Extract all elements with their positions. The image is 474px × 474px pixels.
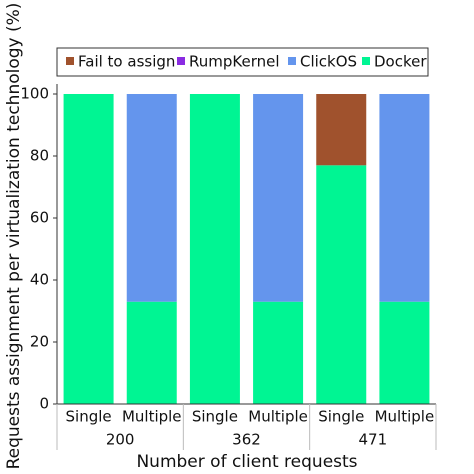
bar-segment — [126, 301, 177, 404]
y-tick-label: 40 — [30, 271, 49, 289]
y-tick-label: 20 — [30, 333, 49, 351]
y-tick-label: 60 — [30, 209, 49, 227]
y-tick-label: 80 — [30, 147, 49, 165]
bar-segment — [316, 94, 367, 166]
bar-segment — [253, 94, 304, 302]
bar-segment — [126, 94, 177, 302]
legend-label: RumpKernel — [189, 53, 280, 71]
legend-label: Docker — [374, 53, 427, 71]
x-tick-label: Multiple — [375, 408, 435, 426]
group-label: 471 — [359, 431, 388, 449]
bar-segment — [189, 94, 240, 404]
x-axis-title: Number of client requests — [136, 452, 357, 472]
legend-label: ClickOS — [300, 53, 357, 71]
y-tick-label: 0 — [39, 395, 49, 413]
bar-segment — [379, 94, 430, 302]
legend-swatch — [177, 57, 185, 65]
legend-label: Fail to assign — [78, 53, 175, 71]
bar-segment — [316, 165, 367, 404]
x-tick-label: Single — [318, 408, 364, 426]
x-tick-label: Single — [192, 408, 238, 426]
legend-swatch — [362, 57, 370, 65]
group-label: 362 — [232, 431, 261, 449]
group-label: 200 — [106, 431, 135, 449]
y-axis-title: Requests assignment per virtualization t… — [4, 3, 24, 470]
x-tick-label: Multiple — [248, 408, 308, 426]
x-tick-label: Multiple — [122, 408, 182, 426]
y-tick-label: 100 — [20, 85, 49, 103]
bar-segment — [253, 301, 304, 404]
bar-segment — [63, 94, 114, 404]
x-tick-label: Single — [66, 408, 112, 426]
legend-swatch — [66, 57, 74, 65]
legend-swatch — [288, 57, 296, 65]
bar-segment — [379, 301, 430, 404]
